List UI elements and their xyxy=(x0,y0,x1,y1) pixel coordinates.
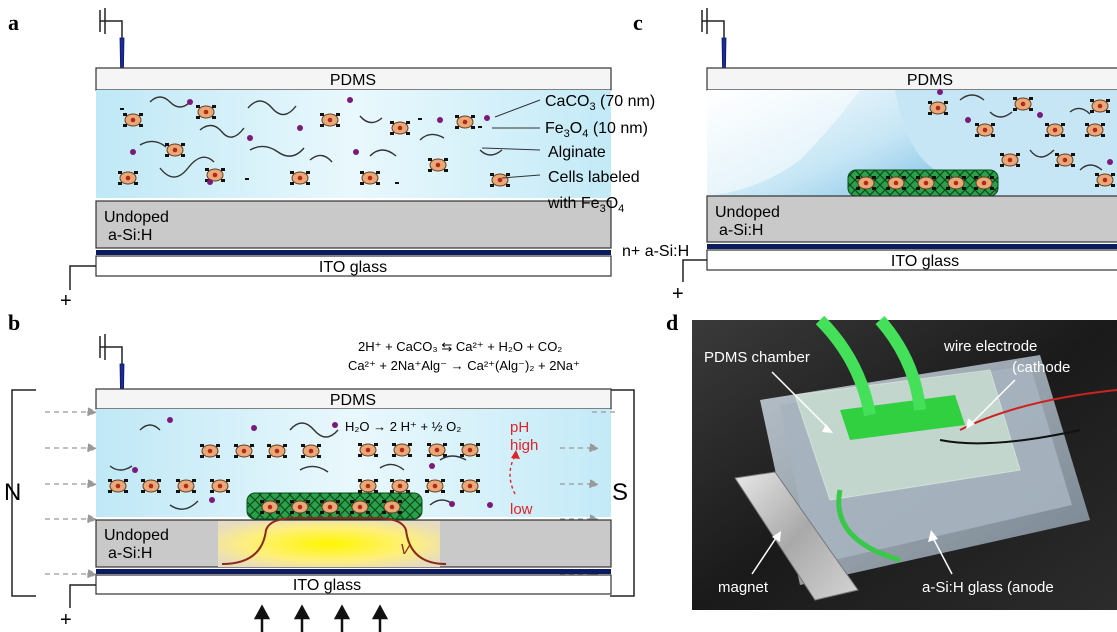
pdms-chamber-arrowhead-icon xyxy=(822,424,833,433)
asih-label: a-Si:H xyxy=(108,227,152,244)
high-label: high xyxy=(510,437,538,454)
plus-sign: + xyxy=(60,290,72,312)
bottom-wire-c xyxy=(682,259,707,282)
caco3-particles xyxy=(130,97,490,185)
ph-label: pH xyxy=(510,419,529,436)
pdms-chamber-pointer xyxy=(771,371,831,431)
ph-gradient-arrow xyxy=(509,455,516,495)
n-plus-label: n+ a-Si:H xyxy=(622,243,689,260)
asih-glass-pointer xyxy=(931,535,953,575)
wire-electrode-label: wire electrode xyxy=(943,338,1037,355)
magnet-label: magnet xyxy=(718,579,769,596)
asih-glass-arrowhead-icon xyxy=(928,530,938,542)
n-plus-layer-b xyxy=(96,569,611,574)
plus-sign-c: + xyxy=(672,283,684,305)
undoped-label: Undoped xyxy=(104,209,169,226)
bottom-wire-b xyxy=(69,584,96,608)
v-label: V xyxy=(400,541,412,558)
fe3o4-particles xyxy=(120,108,482,184)
panel-d: d PDMS chamber wire electrode (cathode m… xyxy=(666,310,1117,610)
panel-c: c PDMS Undoped a-Si:H ITO glass + xyxy=(633,7,1117,305)
pdms-label-c: PDMS xyxy=(907,72,953,89)
alginate-strands xyxy=(139,96,503,178)
undoped-layer xyxy=(95,200,612,249)
ito-glass-label-c: ITO glass xyxy=(891,253,959,270)
caco3-particles-c xyxy=(937,89,1113,165)
equation-1: 2H⁺ + CaCO₃ ⇆ Ca²⁺ + H₂O + CO₂ xyxy=(358,339,562,354)
equation-2: Ca²⁺ + 2Na⁺Alg⁻ → Ca²⁺(Alg⁻)₂ + 2Na⁺ xyxy=(348,358,580,373)
pdms-label: PDMS xyxy=(330,72,376,89)
undoped-label-b: Undoped xyxy=(104,527,169,544)
panel-a: a PDMS Undoped a-Si:H ITO glass + xyxy=(8,7,689,312)
magnet-arrowhead-icon xyxy=(772,531,781,542)
light-arrows xyxy=(253,604,389,632)
panel-label-a: a xyxy=(8,10,19,35)
asih-glass-label: a-Si:H glass (anode xyxy=(922,579,1054,596)
pdms-label-b: PDMS xyxy=(330,392,376,409)
ito-glass-label-b: ITO glass xyxy=(293,577,361,594)
panel-label-b: b xyxy=(8,310,20,335)
ph-arrowhead-icon xyxy=(511,450,520,459)
asih-label-b: a-Si:H xyxy=(108,545,152,562)
cathode-label: (cathode xyxy=(1012,359,1070,376)
caco3-particles-b xyxy=(132,417,493,508)
panel-label-d: d xyxy=(666,310,678,335)
magnet-pointer xyxy=(751,534,779,575)
undoped-layer-c xyxy=(706,195,1117,243)
asih-label-c: a-Si:H xyxy=(719,222,763,239)
illuminated-region xyxy=(218,521,440,567)
potential-curve xyxy=(221,517,447,565)
wire-electrode-pointer xyxy=(969,379,1016,426)
alginate-strands-c xyxy=(959,94,1103,171)
magnet-bar xyxy=(734,471,859,601)
ito-glass-label: ITO glass xyxy=(319,259,387,276)
legend-fe3o4: Fe3O4 (10 nm) xyxy=(545,120,648,140)
legend-cells: Cells labeled xyxy=(548,169,640,186)
south-label: S xyxy=(612,479,628,506)
red-wire xyxy=(959,389,1117,431)
north-bracket xyxy=(11,389,36,597)
n-plus-layer xyxy=(96,250,611,255)
n-plus-layer-c xyxy=(707,244,1117,249)
panel-label-c: c xyxy=(633,10,643,35)
tube-right xyxy=(875,316,926,411)
legend-cells-line2: with Fe3O4 xyxy=(547,195,624,215)
south-bracket xyxy=(610,389,635,597)
pdms-chamber-block xyxy=(794,369,1021,501)
legend-leaders xyxy=(481,99,541,179)
undoped-label-c: Undoped xyxy=(715,204,780,221)
legend-caco3: CaCO3 (70 nm) xyxy=(545,93,655,113)
plus-sign-b: + xyxy=(60,609,72,631)
bottom-wire xyxy=(69,265,96,290)
water-reaction: H₂O → 2 H⁺ + ½ O₂ xyxy=(345,419,461,434)
legend-alginate: Alginate xyxy=(548,144,606,161)
north-label: N xyxy=(4,479,21,506)
wire-electrode-arrowhead-icon xyxy=(966,418,975,429)
tube-left xyxy=(815,315,876,417)
pdms-chamber-label: PDMS chamber xyxy=(704,349,810,366)
low-label: low xyxy=(510,501,533,518)
panel-b: b 2H⁺ + CaCO₃ ⇆ Ca²⁺ + H₂O + CO₂ Ca²⁺ + … xyxy=(4,310,635,632)
